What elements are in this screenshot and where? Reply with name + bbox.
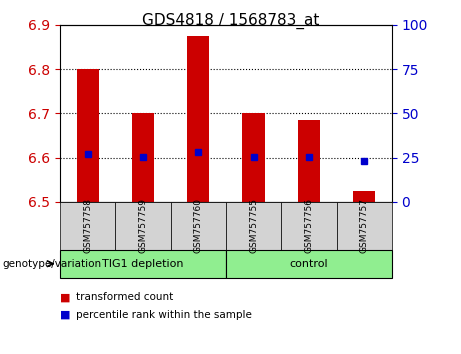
Text: GSM757755: GSM757755	[249, 198, 258, 253]
Text: genotype/variation: genotype/variation	[2, 259, 101, 269]
Text: ■: ■	[60, 292, 71, 302]
Text: control: control	[290, 259, 328, 269]
Text: ■: ■	[60, 310, 71, 320]
Text: percentile rank within the sample: percentile rank within the sample	[76, 310, 252, 320]
Text: GSM757760: GSM757760	[194, 198, 203, 253]
Bar	[353, 191, 375, 202]
Text: GSM757756: GSM757756	[304, 198, 313, 253]
Text: transformed count: transformed count	[76, 292, 173, 302]
Bar	[242, 113, 265, 202]
Text: GSM757759: GSM757759	[138, 198, 148, 253]
Text: GSM757758: GSM757758	[83, 198, 92, 253]
Bar	[132, 113, 154, 202]
Text: GDS4818 / 1568783_at: GDS4818 / 1568783_at	[142, 12, 319, 29]
Bar	[298, 120, 320, 202]
Text: GSM757757: GSM757757	[360, 198, 369, 253]
Bar	[187, 36, 209, 202]
Text: TIG1 depletion: TIG1 depletion	[102, 259, 183, 269]
Bar	[77, 69, 99, 202]
